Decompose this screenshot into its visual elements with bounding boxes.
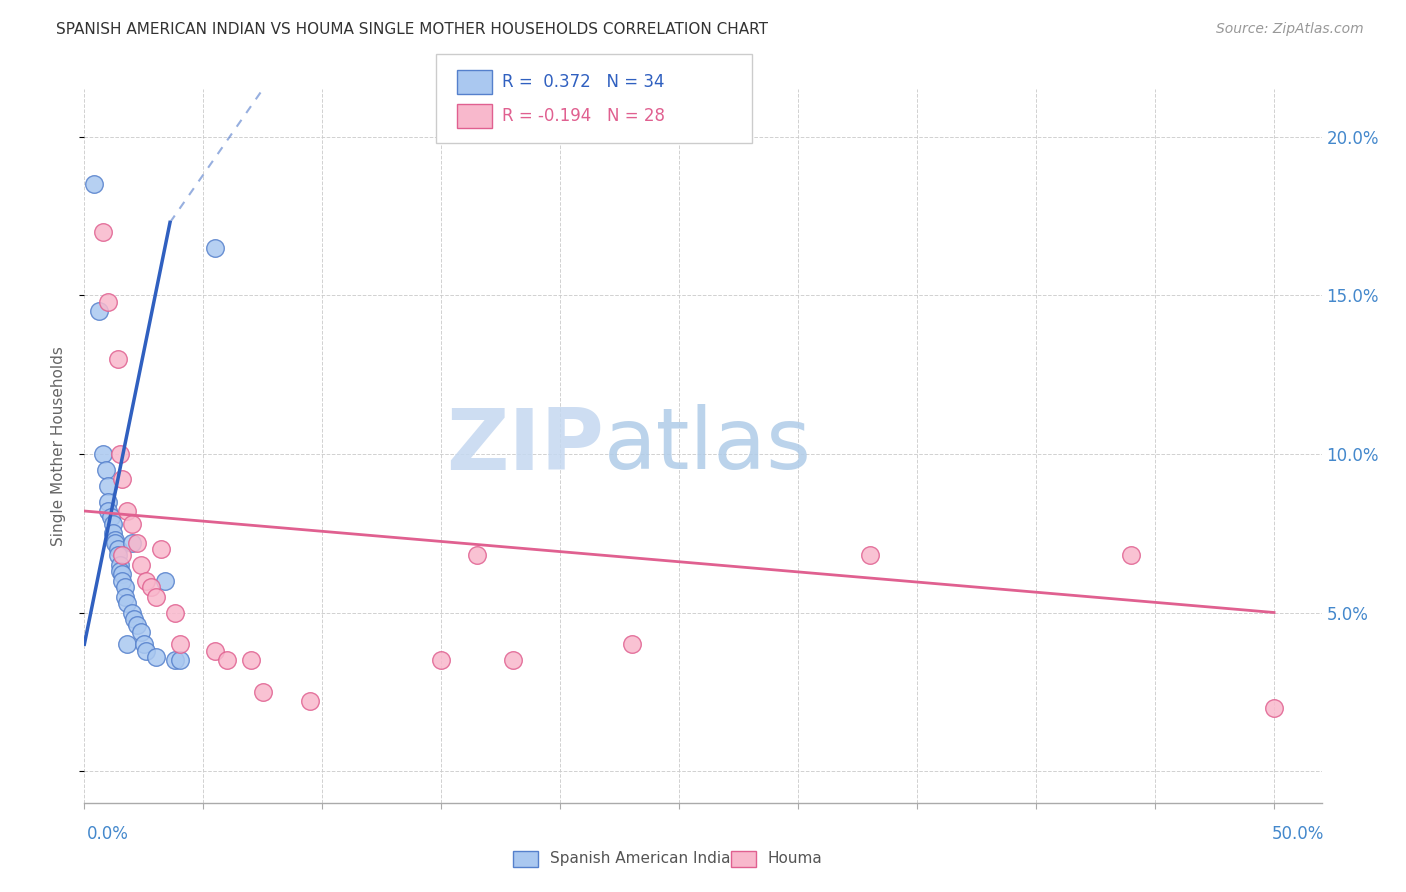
Point <box>107 542 129 557</box>
Point <box>107 351 129 366</box>
Text: R =  0.372   N = 34: R = 0.372 N = 34 <box>502 73 665 91</box>
Point <box>100 510 122 524</box>
Point <box>252 685 274 699</box>
Point <box>121 516 143 531</box>
Point <box>101 516 124 531</box>
Point <box>858 549 880 563</box>
Point <box>169 653 191 667</box>
Text: Source: ZipAtlas.com: Source: ZipAtlas.com <box>1216 22 1364 37</box>
Point <box>115 596 138 610</box>
Point <box>101 526 124 541</box>
Point <box>97 494 120 508</box>
Point <box>108 447 131 461</box>
Point <box>131 558 153 572</box>
Point <box>502 653 524 667</box>
Text: ZIP: ZIP <box>446 404 605 488</box>
Point <box>169 637 191 651</box>
Point <box>299 694 322 708</box>
Point <box>145 649 167 664</box>
Point <box>620 637 643 651</box>
Point <box>111 472 134 486</box>
Text: R = -0.194   N = 28: R = -0.194 N = 28 <box>502 107 665 125</box>
Point <box>149 542 172 557</box>
Point <box>94 463 117 477</box>
Point <box>204 241 226 255</box>
Point <box>135 643 157 657</box>
Point <box>239 653 262 667</box>
Text: atlas: atlas <box>605 404 813 488</box>
Point <box>131 624 153 639</box>
Point <box>139 580 162 594</box>
Point <box>115 504 138 518</box>
Text: 50.0%: 50.0% <box>1272 825 1324 843</box>
Point <box>87 304 110 318</box>
Point <box>97 294 120 309</box>
Point <box>163 653 186 667</box>
Point <box>97 504 120 518</box>
Point <box>1263 700 1285 714</box>
Point <box>121 535 143 549</box>
Point <box>93 225 115 239</box>
Point <box>107 549 129 563</box>
Point <box>204 643 226 657</box>
Point <box>111 549 134 563</box>
Point <box>121 606 143 620</box>
Point <box>108 564 131 578</box>
Point <box>125 618 148 632</box>
Point <box>132 637 155 651</box>
Point <box>108 558 131 572</box>
Point <box>114 580 136 594</box>
Point <box>114 590 136 604</box>
Text: 0.0%: 0.0% <box>87 825 129 843</box>
Point <box>217 653 239 667</box>
Text: Spanish American Indians: Spanish American Indians <box>550 852 748 866</box>
Point <box>104 535 127 549</box>
Point <box>83 178 105 192</box>
Point <box>465 549 488 563</box>
Point <box>111 574 134 588</box>
Point <box>135 574 157 588</box>
Point <box>145 590 167 604</box>
Point <box>1121 549 1143 563</box>
Point <box>104 533 127 547</box>
Point <box>115 637 138 651</box>
Point <box>430 653 453 667</box>
Point <box>155 574 177 588</box>
Point <box>97 478 120 492</box>
Point <box>125 535 148 549</box>
Point <box>124 612 146 626</box>
Text: Houma: Houma <box>768 852 823 866</box>
Point <box>111 567 134 582</box>
Y-axis label: Single Mother Households: Single Mother Households <box>51 346 66 546</box>
Text: SPANISH AMERICAN INDIAN VS HOUMA SINGLE MOTHER HOUSEHOLDS CORRELATION CHART: SPANISH AMERICAN INDIAN VS HOUMA SINGLE … <box>56 22 768 37</box>
Point <box>93 447 115 461</box>
Point <box>163 606 186 620</box>
